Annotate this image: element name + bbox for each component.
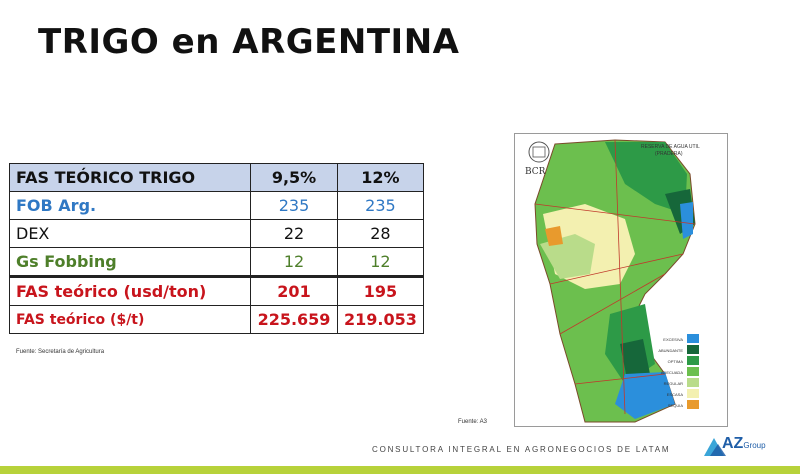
row-value: 201 (250, 275, 338, 306)
table-row: FAS teórico ($/t) 225.659 219.053 (9, 305, 424, 334)
legend-swatch (687, 389, 699, 398)
legend-label: OPTIMA (668, 359, 684, 364)
legend-label: REGULAR (664, 381, 683, 386)
map-source-note: Fuente: A3 (458, 419, 488, 425)
header-col-2: 12% (337, 163, 424, 192)
table-row: DEX 22 28 (9, 219, 424, 248)
row-value: 12 (250, 247, 338, 277)
legend-swatch (687, 345, 699, 354)
row-value: 219.053 (337, 305, 424, 334)
legend-label: EXCESIVA (663, 337, 683, 342)
row-value: 28 (337, 219, 424, 248)
map-zone-sequia (545, 226, 563, 246)
table-row: FAS teórico (usd/ton) 201 195 (9, 275, 424, 306)
brand-name: AZGroup (722, 435, 766, 453)
row-value: 235 (250, 191, 338, 220)
header-label: FAS TEÓRICO TRIGO (9, 163, 251, 192)
footer-tagline: CONSULTORA INTEGRAL EN AGRONEGOCIOS DE L… (372, 445, 671, 454)
row-value: 235 (337, 191, 424, 220)
map-zone-excesiva (680, 202, 693, 239)
legend-swatch (687, 367, 699, 376)
table-row: FOB Arg. 235 235 (9, 191, 424, 220)
row-value: 12 (337, 247, 424, 277)
legend-label: SEQUIA (668, 403, 683, 408)
row-label: Gs Fobbing (9, 247, 251, 277)
header-col-1: 9,5% (250, 163, 338, 192)
bcr-seal (528, 141, 550, 163)
legend-label: ABUNDANTE (658, 348, 683, 353)
row-label: DEX (9, 219, 251, 248)
page-title: TRIGO en ARGENTINA (38, 22, 460, 62)
map-title-2: (PRADERA) (655, 151, 683, 157)
legend-label: ESCASA (667, 392, 684, 397)
table-row: Gs Fobbing 12 12 (9, 247, 424, 277)
brand-suffix: Group (743, 441, 766, 450)
fas-table: FAS TEÓRICO TRIGO 9,5% 12% FOB Arg. 235 … (9, 163, 424, 334)
row-label: FAS teórico ($/t) (9, 305, 251, 334)
row-label: FOB Arg. (9, 191, 251, 220)
legend-swatch (687, 378, 699, 387)
row-label: FAS teórico (usd/ton) (9, 275, 251, 306)
legend-swatch (687, 334, 699, 343)
map-zone-abundante-south (620, 339, 650, 379)
brand-az: AZ (722, 435, 744, 452)
row-value: 225.659 (250, 305, 338, 334)
table-header-row: FAS TEÓRICO TRIGO 9,5% 12% (9, 163, 424, 192)
water-reserve-map: BCR RESERVA DE AGUA UTIL (PRADERA) EXCES… (514, 133, 728, 427)
azgroup-logo (704, 438, 726, 456)
map-borders (534, 139, 696, 415)
bottom-accent-bar (0, 466, 800, 474)
legend-swatch (687, 356, 699, 365)
row-value: 195 (337, 275, 424, 306)
map-zone-excesiva-south (615, 372, 675, 419)
row-value: 22 (250, 219, 338, 248)
bcr-logo-text: BCR (525, 167, 546, 177)
map-legend: EXCESIVA ABUNDANTE OPTIMA ADECUADA REGULAR ES… (658, 334, 699, 409)
legend-swatch (687, 400, 699, 409)
map-title-1: RESERVA DE AGUA UTIL (641, 144, 700, 150)
source-note: Fuente: Secretaría de Agricultura (16, 349, 105, 355)
legend-label: ADECUADA (661, 370, 684, 375)
map-graphic: BCR RESERVA DE AGUA UTIL (PRADERA) EXCES… (525, 139, 700, 423)
